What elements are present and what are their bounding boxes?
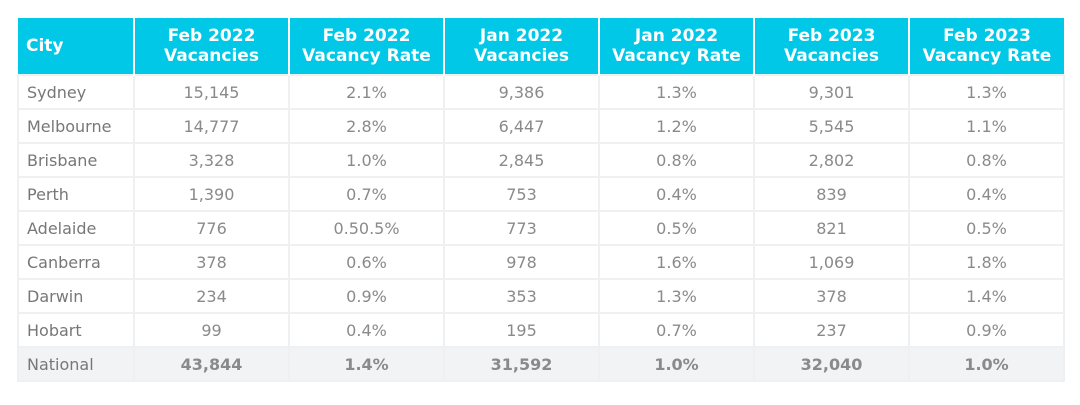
- cell-jan-2022-vacancy-rate: 1.0%: [598, 346, 755, 382]
- cell-city: Hobart: [17, 312, 135, 348]
- cell-feb-2022-vacancies: 378: [133, 244, 290, 280]
- cell-feb-2023-vacancy-rate: 0.5%: [908, 210, 1065, 246]
- header-city-label: City: [26, 36, 64, 56]
- header-line-1: Feb 2022: [322, 26, 411, 46]
- cell-city: Melbourne: [17, 108, 135, 144]
- header-line-2: Vacancy Rate: [302, 46, 431, 66]
- cell-feb-2022-vacancies: 3,328: [133, 142, 290, 178]
- cell-feb-2022-vacancies: 15,145: [133, 74, 290, 110]
- header-line-2: Vacancies: [474, 46, 569, 66]
- cell-feb-2023-vacancy-rate: 1.8%: [908, 244, 1065, 280]
- cell-feb-2023-vacancy-rate: 1.3%: [908, 74, 1065, 110]
- table-row-melbourne: Melbourne 14,777 2.8% 6,447 1.2% 5,545 1…: [17, 108, 1065, 144]
- table-row-perth: Perth 1,390 0.7% 753 0.4% 839 0.4%: [17, 176, 1065, 212]
- cell-jan-2022-vacancies: 2,845: [443, 142, 600, 178]
- cell-jan-2022-vacancy-rate: 1.3%: [598, 74, 755, 110]
- cell-feb-2023-vacancy-rate: 0.4%: [908, 176, 1065, 212]
- cell-feb-2023-vacancy-rate: 1.1%: [908, 108, 1065, 144]
- cell-feb-2023-vacancies: 32,040: [753, 346, 910, 382]
- cell-feb-2023-vacancy-rate: 0.9%: [908, 312, 1065, 348]
- header-line-1: Feb 2023: [943, 26, 1031, 46]
- cell-jan-2022-vacancies: 353: [443, 278, 600, 314]
- cell-jan-2022-vacancies: 773: [443, 210, 600, 246]
- cell-city: Darwin: [17, 278, 135, 314]
- header-line-1: Feb 2023: [787, 26, 876, 46]
- cell-feb-2022-vacancy-rate: 0.6%: [288, 244, 445, 280]
- cell-jan-2022-vacancy-rate: 1.3%: [598, 278, 755, 314]
- cell-city: Adelaide: [17, 210, 135, 246]
- cell-feb-2023-vacancies: 237: [753, 312, 910, 348]
- cell-feb-2022-vacancy-rate: 1.4%: [288, 346, 445, 382]
- table-row-darwin: Darwin 234 0.9% 353 1.3% 378 1.4%: [17, 278, 1065, 314]
- cell-feb-2022-vacancies: 1,390: [133, 176, 290, 212]
- header-jan-2022-vacancies: Jan 2022 Vacancies: [443, 18, 599, 75]
- header-line-1: Jan 2022: [634, 26, 719, 46]
- cell-city: Canberra: [17, 244, 135, 280]
- cell-city: National: [17, 346, 135, 382]
- cell-jan-2022-vacancy-rate: 1.6%: [598, 244, 755, 280]
- cell-city: Perth: [17, 176, 135, 212]
- header-jan-2022-vacancy-rate: Jan 2022 Vacancy Rate: [598, 18, 754, 75]
- cell-feb-2023-vacancies: 1,069: [753, 244, 910, 280]
- cell-feb-2022-vacancies: 14,777: [133, 108, 290, 144]
- table-header: City Feb 2022 Vacancies Feb 2022 Vacancy…: [18, 18, 1064, 75]
- table-row-hobart: Hobart 99 0.4% 195 0.7% 237 0.9%: [17, 312, 1065, 348]
- cell-jan-2022-vacancies: 195: [443, 312, 600, 348]
- header-line-2: Vacancy Rate: [612, 46, 741, 66]
- header-line-1: Feb 2022: [167, 26, 256, 46]
- table-row-sydney: Sydney 15,145 2.1% 9,386 1.3% 9,301 1.3%: [17, 74, 1065, 110]
- table-row-canberra: Canberra 378 0.6% 978 1.6% 1,069 1.8%: [17, 244, 1065, 280]
- cell-feb-2023-vacancy-rate: 1.0%: [908, 346, 1065, 382]
- cell-feb-2023-vacancy-rate: 0.8%: [908, 142, 1065, 178]
- cell-jan-2022-vacancy-rate: 0.5%: [598, 210, 755, 246]
- cell-feb-2022-vacancies: 99: [133, 312, 290, 348]
- cell-feb-2022-vacancy-rate: 2.1%: [288, 74, 445, 110]
- cell-city: Sydney: [17, 74, 135, 110]
- table-row-brisbane: Brisbane 3,328 1.0% 2,845 0.8% 2,802 0.8…: [17, 142, 1065, 178]
- cell-feb-2023-vacancies: 5,545: [753, 108, 910, 144]
- cell-feb-2022-vacancy-rate: 0.7%: [288, 176, 445, 212]
- cell-feb-2022-vacancies: 43,844: [133, 346, 290, 382]
- cell-jan-2022-vacancies: 6,447: [443, 108, 600, 144]
- cell-feb-2023-vacancies: 378: [753, 278, 910, 314]
- cell-jan-2022-vacancy-rate: 0.7%: [598, 312, 755, 348]
- table-row-national-total: National 43,844 1.4% 31,592 1.0% 32,040 …: [17, 346, 1065, 382]
- cell-jan-2022-vacancies: 978: [443, 244, 600, 280]
- cell-feb-2022-vacancy-rate: 0.50.5%: [288, 210, 445, 246]
- header-feb-2022-vacancy-rate: Feb 2022 Vacancy Rate: [288, 18, 444, 75]
- cell-feb-2022-vacancy-rate: 0.9%: [288, 278, 445, 314]
- cell-feb-2022-vacancies: 776: [133, 210, 290, 246]
- cell-jan-2022-vacancy-rate: 0.4%: [598, 176, 755, 212]
- header-line-2: Vacancy Rate: [922, 46, 1052, 66]
- cell-jan-2022-vacancy-rate: 0.8%: [598, 142, 755, 178]
- cell-feb-2022-vacancy-rate: 2.8%: [288, 108, 445, 144]
- header-feb-2023-vacancy-rate: Feb 2023 Vacancy Rate: [908, 18, 1064, 75]
- cell-feb-2022-vacancy-rate: 0.4%: [288, 312, 445, 348]
- cell-city: Brisbane: [17, 142, 135, 178]
- cell-feb-2022-vacancy-rate: 1.0%: [288, 142, 445, 178]
- cell-jan-2022-vacancies: 9,386: [443, 74, 600, 110]
- cell-jan-2022-vacancies: 31,592: [443, 346, 600, 382]
- header-line-1: Jan 2022: [479, 26, 564, 46]
- cell-feb-2022-vacancies: 234: [133, 278, 290, 314]
- cell-feb-2023-vacancies: 2,802: [753, 142, 910, 178]
- cell-feb-2023-vacancy-rate: 1.4%: [908, 278, 1065, 314]
- cell-jan-2022-vacancy-rate: 1.2%: [598, 108, 755, 144]
- header-row: City Feb 2022 Vacancies Feb 2022 Vacancy…: [18, 18, 1064, 75]
- table-body: Sydney 15,145 2.1% 9,386 1.3% 9,301 1.3%…: [17, 74, 1065, 382]
- cell-feb-2023-vacancies: 839: [753, 176, 910, 212]
- table-row-adelaide: Adelaide 776 0.50.5% 773 0.5% 821 0.5%: [17, 210, 1065, 246]
- header-feb-2023-vacancies: Feb 2023 Vacancies: [753, 18, 909, 75]
- header-feb-2022-vacancies: Feb 2022 Vacancies: [133, 18, 289, 75]
- header-city: City: [18, 18, 134, 75]
- header-line-2: Vacancies: [784, 46, 879, 66]
- cell-jan-2022-vacancies: 753: [443, 176, 600, 212]
- rental-vacancy-table-container: City Feb 2022 Vacancies Feb 2022 Vacancy…: [17, 18, 1065, 382]
- cell-feb-2023-vacancies: 821: [753, 210, 910, 246]
- rental-vacancy-table: City Feb 2022 Vacancies Feb 2022 Vacancy…: [17, 18, 1065, 382]
- cell-feb-2023-vacancies: 9,301: [753, 74, 910, 110]
- header-line-2: Vacancies: [164, 46, 259, 66]
